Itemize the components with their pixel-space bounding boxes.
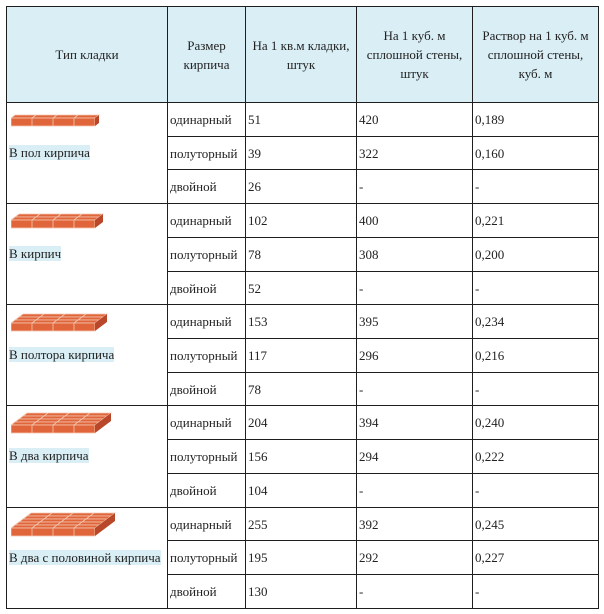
table-row: двойной 130- - — [7, 574, 599, 609]
per-cubic-cell: 322 — [356, 135, 473, 171]
header-size: Размер кирпича — [167, 6, 246, 103]
masonry-type-label: В пол кирпича — [9, 145, 90, 160]
brick-size-cell: полуторный — [167, 439, 246, 474]
per-sqm-cell: 204 — [245, 405, 357, 441]
per-sqm-cell: 39 — [245, 135, 357, 171]
mortar-cell: 0,245 — [472, 506, 599, 542]
masonry-type-cell: В пол кирпича — [6, 101, 168, 205]
masonry-type-label: В два с половиной кирпича — [9, 549, 161, 565]
per-cubic-cell: 394 — [356, 405, 473, 441]
masonry-type-cell: В полтора кирпича — [6, 304, 168, 407]
per-cubic-cell: 392 — [356, 506, 473, 542]
mortar-cell: - — [472, 574, 599, 609]
per-sqm-cell: 102 — [245, 203, 357, 238]
mortar-cell: 0,189 — [472, 102, 599, 137]
per-sqm-cell: 117 — [245, 338, 357, 373]
per-cubic-cell: 296 — [356, 338, 473, 373]
brick-size-cell: двойной — [167, 371, 246, 407]
brick-size-cell: полуторный — [167, 135, 246, 171]
per-sqm-cell: 78 — [245, 236, 357, 272]
brick-two-icon — [9, 406, 165, 446]
mortar-cell: 0,240 — [472, 405, 599, 441]
mortar-cell: - — [472, 270, 599, 306]
per-cubic-cell: 292 — [356, 540, 473, 576]
brick-size-cell: двойной — [167, 169, 246, 205]
per-sqm-cell: 78 — [245, 371, 357, 407]
brick-size-cell: одинарный — [167, 405, 246, 441]
per-sqm-cell: 255 — [245, 506, 357, 542]
brick-size-cell: полуторный — [167, 540, 246, 576]
per-sqm-cell: 195 — [245, 540, 357, 576]
per-cubic-cell: 308 — [356, 236, 473, 272]
header-mortar: Раствор на 1 куб. м сплошной стены, куб.… — [472, 6, 599, 103]
brick-size-cell: полуторный — [167, 338, 246, 373]
mortar-cell: 0,234 — [472, 304, 599, 340]
masonry-type-cell: В два кирпича — [6, 405, 168, 508]
brick-size-cell: одинарный — [167, 506, 246, 542]
table-row: В два с половиной кирпича одинарный 255 392… — [6, 506, 599, 610]
table-row: В кирпич одинарный 102 400 0,221 — [6, 203, 599, 306]
per-cubic-cell: - — [356, 371, 473, 407]
per-cubic-cell: - — [356, 169, 473, 205]
mortar-cell: 0,227 — [472, 540, 599, 576]
header-per-cubic: На 1 куб. м сплошной стены, штук — [356, 6, 473, 103]
brick-size-cell: одинарный — [167, 304, 246, 340]
masonry-type-label: В два кирпича — [9, 448, 89, 464]
per-cubic-cell: - — [356, 472, 473, 508]
brick-size-cell: одинарный — [167, 102, 246, 137]
per-cubic-cell: - — [356, 574, 473, 609]
brick-half-icon — [9, 103, 165, 143]
mortar-cell: - — [472, 472, 599, 508]
mortar-cell: - — [472, 169, 599, 205]
header-row: Тип кладки Размер кирпича На 1 кв.м клад… — [6, 6, 599, 103]
brick-size-cell: двойной — [167, 574, 246, 609]
per-sqm-cell: 130 — [245, 574, 357, 609]
table-row: В два кирпича одинарный 204 394 0,240 — [6, 405, 599, 508]
per-cubic-cell: - — [356, 270, 473, 306]
per-sqm-cell: 26 — [245, 169, 357, 205]
mortar-cell: 0,216 — [472, 338, 599, 373]
brick-size-cell: двойной — [167, 270, 246, 306]
mortar-cell: - — [472, 371, 599, 407]
brick-one-half-icon — [9, 305, 165, 345]
brick-size-cell: одинарный — [167, 203, 246, 238]
masonry-type-cell: В кирпич — [6, 203, 168, 306]
table-row: двойной 52- - — [7, 270, 599, 306]
per-cubic-cell: 294 — [356, 439, 473, 474]
table-row: полуторный 156 294 0,222 — [7, 439, 599, 474]
table-row: В полтора кирпича одинарный 153 395 0,234 — [6, 304, 599, 407]
per-sqm-cell: 153 — [245, 304, 357, 340]
mortar-cell: 0,221 — [472, 203, 599, 238]
brick-consumption-table: Тип кладки Размер кирпича На 1 кв.м клад… — [6, 6, 599, 610]
table-row: полуторный 195 292 0,227 — [7, 540, 599, 576]
table-row: двойной 26- - — [7, 169, 599, 205]
masonry-type-label: В полтора кирпича — [9, 347, 115, 363]
per-sqm-cell: 156 — [245, 439, 357, 474]
per-sqm-cell: 51 — [245, 102, 357, 137]
header-per-sqm: На 1 кв.м кладки, штук — [245, 6, 357, 103]
mortar-cell: 0,222 — [472, 439, 599, 474]
mortar-cell: 0,160 — [472, 135, 599, 171]
header-type: Тип кладки — [6, 6, 168, 103]
masonry-type-label: В кирпич — [9, 246, 62, 262]
table-row: В пол кирпича одинарный 51 420 0,189 — [6, 101, 599, 205]
brick-two-half-icon — [9, 508, 165, 548]
per-cubic-cell: 395 — [356, 304, 473, 340]
per-sqm-cell: 104 — [245, 472, 357, 508]
table-row: двойной 78- - — [7, 371, 599, 407]
mortar-cell: 0,200 — [472, 236, 599, 272]
per-cubic-cell: 400 — [356, 203, 473, 238]
brick-size-cell: полуторный — [167, 236, 246, 272]
per-sqm-cell: 52 — [245, 270, 357, 306]
brick-size-cell: двойной — [167, 472, 246, 508]
masonry-type-cell: В два с половиной кирпича — [6, 506, 168, 610]
per-cubic-cell: 420 — [356, 102, 473, 137]
brick-one-icon — [9, 204, 165, 244]
